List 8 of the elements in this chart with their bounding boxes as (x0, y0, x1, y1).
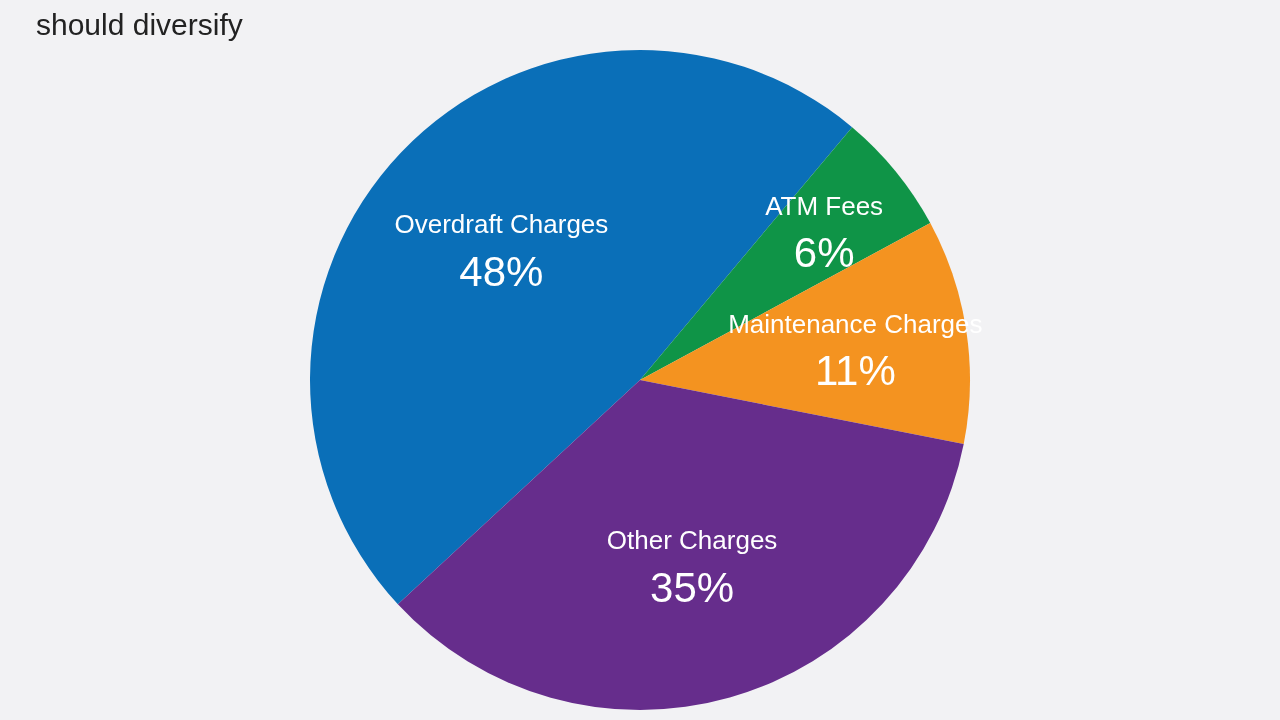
chart-title: should diversify (36, 8, 243, 42)
slice-label: ATM Fees (765, 191, 884, 221)
data-label: 35% (650, 563, 735, 611)
slice-label: Other Charges (606, 525, 778, 556)
data-label: 11% (814, 347, 896, 395)
data-label: 48% (459, 247, 544, 295)
slice-label: Overdraft Charges (394, 209, 609, 240)
data-label: 6% (793, 229, 855, 277)
